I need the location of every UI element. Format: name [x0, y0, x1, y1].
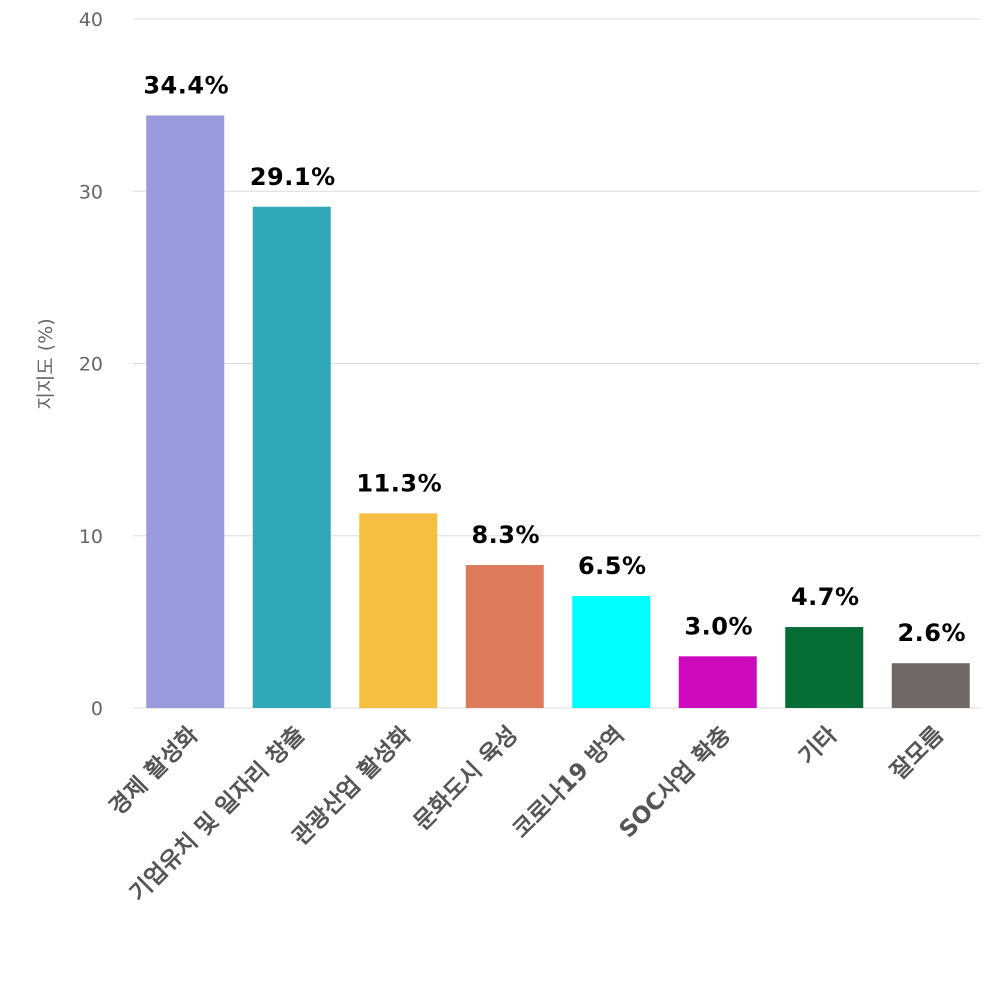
x-tick-label: 코로나19 방역 — [508, 722, 630, 844]
bar[interactable] — [465, 565, 544, 708]
x-tick-label: 잘모름 — [886, 722, 949, 785]
x-tick-label: SOC사업 확충 — [615, 722, 736, 843]
y-tick-label: 0 — [91, 698, 103, 720]
data-labels: 34.4% 29.1% 11.3% 8.3% 6.5% 3.0% 4.7% 2.6% — [143, 71, 966, 647]
bar[interactable] — [359, 513, 438, 708]
data-label: 3.0% — [684, 612, 753, 640]
bar[interactable] — [678, 656, 757, 708]
y-axis-label: 지지도 (%) — [35, 318, 57, 409]
data-label: 4.7% — [791, 583, 860, 611]
bar[interactable] — [785, 627, 864, 708]
y-axis-ticks: 0 10 20 30 40 — [79, 9, 103, 720]
bar[interactable] — [252, 206, 331, 708]
x-tick-label: 기타 — [794, 722, 842, 770]
data-label: 11.3% — [356, 469, 442, 497]
y-tick-label: 30 — [79, 181, 103, 203]
y-tick-label: 10 — [79, 526, 103, 548]
bar[interactable] — [146, 115, 225, 708]
y-tick-label: 20 — [79, 354, 103, 376]
data-label: 29.1% — [250, 163, 336, 191]
data-label: 2.6% — [897, 619, 966, 647]
data-label: 6.5% — [578, 552, 647, 580]
y-tick-label: 40 — [79, 9, 103, 31]
x-tick-label: 기업유치 및 일자리 창출 — [125, 722, 310, 907]
data-label: 34.4% — [143, 71, 229, 99]
data-label: 8.3% — [471, 521, 540, 549]
x-tick-label: 경제 활성화 — [105, 722, 204, 821]
x-tick-label: 문화도시 육성 — [409, 722, 523, 836]
bar[interactable] — [891, 663, 970, 708]
bar[interactable] — [572, 596, 651, 708]
bars — [146, 115, 970, 708]
